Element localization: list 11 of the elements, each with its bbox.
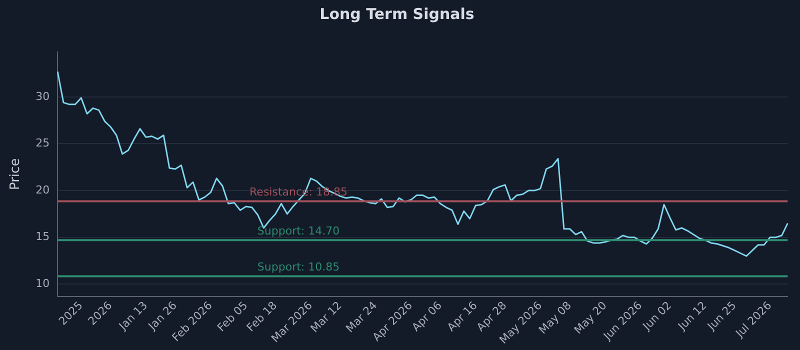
- y-tick-label: 20: [36, 183, 50, 196]
- y-tick-label: 15: [36, 230, 50, 244]
- x-tick-label: Jun 02: [640, 298, 674, 334]
- chart-title: Long Term Signals: [320, 4, 474, 23]
- y-tick-label: 10: [36, 277, 50, 290]
- y-tick-label: 25: [36, 136, 50, 150]
- x-tick-label: Jun 12: [674, 298, 710, 334]
- ref-line-label: Support: 14.70: [257, 224, 340, 238]
- ref-line-label: Support: 10.85: [257, 260, 340, 274]
- y-tick-label: 30: [36, 90, 50, 103]
- y-axis-title: Price: [8, 158, 24, 190]
